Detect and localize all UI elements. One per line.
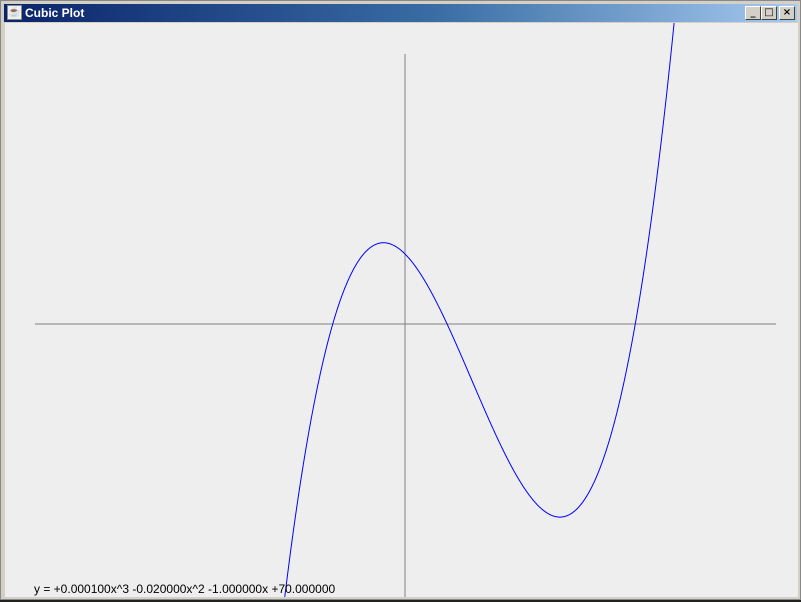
cubic-curve [284,23,675,597]
close-button[interactable]: × [779,6,795,20]
cubic-plot [35,23,776,597]
java-cup-icon[interactable]: ☕ [7,5,22,20]
equation-label: y = +0.000100x^3 -0.020000x^2 -1.000000x… [34,582,336,596]
title-bar[interactable]: ☕ Cubic Plot _ □ × [4,4,797,22]
window-title: Cubic Plot [25,6,85,20]
maximize-button[interactable]: □ [761,6,777,20]
plot-area: y = +0.000100x^3 -0.020000x^2 -1.000000x… [5,23,798,597]
minimize-button[interactable]: _ [745,6,761,20]
